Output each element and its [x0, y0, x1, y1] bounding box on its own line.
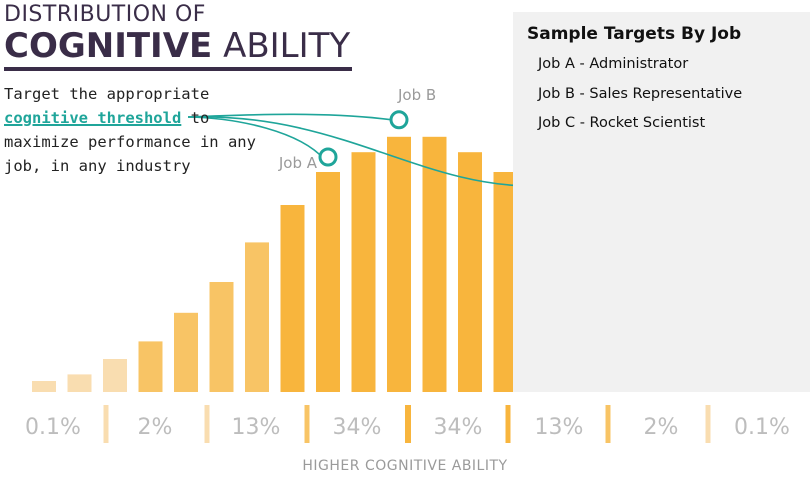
connector-job-a: [187, 116, 325, 160]
band-label-6: 13%: [535, 415, 584, 440]
title-underline: [4, 67, 352, 71]
bar-4: [138, 341, 163, 392]
connector-job-c: [187, 116, 538, 187]
bar-9: [316, 172, 340, 392]
intro-after: to maximize performance in any job, in a…: [4, 109, 256, 175]
title-bold: COGNITIVE: [4, 26, 213, 66]
band-separator-7: [705, 405, 711, 443]
bar-3: [103, 359, 127, 392]
bar-8: [280, 205, 305, 392]
job-targets-panel: [513, 12, 810, 392]
bar-5: [174, 312, 198, 392]
band-label-7: 2%: [644, 415, 679, 440]
band-label-4: 34%: [333, 415, 382, 440]
band-label-1: 0.1%: [25, 415, 81, 440]
panel-item-job-a: Job A - Administrator: [538, 56, 689, 72]
title-top: DISTRIBUTION OF: [4, 2, 206, 27]
bar-13: [458, 152, 482, 392]
intro-before: Target the appropriate: [4, 85, 210, 103]
bar-10: [351, 152, 376, 392]
band-separator-5: [505, 405, 511, 443]
intro-highlight-link[interactable]: cognitive threshold: [4, 109, 182, 127]
bar-11: [387, 136, 411, 392]
job-b-marker: [389, 110, 409, 130]
bar-7: [245, 242, 269, 392]
band-label-2: 2%: [138, 415, 173, 440]
band-label-8: 0.1%: [734, 415, 790, 440]
panel-item-job-b: Job B - Sales Representative: [538, 86, 743, 102]
job-a-marker: [318, 147, 338, 167]
band-separator-1: [103, 405, 109, 443]
band-separator-4: [405, 405, 411, 443]
band-separator-2: [204, 405, 210, 443]
job-b-label: Job B: [397, 86, 436, 104]
title-main: COGNITIVE ABILITY: [4, 26, 350, 66]
bar-1: [32, 381, 56, 392]
title-light: ABILITY: [223, 26, 351, 66]
panel-item-job-c: Job C - Rocket Scientist: [538, 115, 706, 131]
connector-job-b: [187, 113, 393, 121]
job-a-label: Job A: [278, 154, 318, 172]
band-label-5: 34%: [434, 415, 483, 440]
bar-6: [209, 282, 234, 392]
x-axis-title: HIGHER COGNITIVE ABILITY: [302, 458, 508, 474]
band-label-3: 13%: [232, 415, 281, 440]
panel-title: Sample Targets By Job: [527, 24, 742, 44]
band-separator-3: [304, 405, 310, 443]
bar-12: [422, 136, 447, 392]
bar-2: [67, 374, 92, 392]
band-separator-6: [605, 405, 611, 443]
intro-text: Target the appropriate cognitive thresho…: [4, 82, 284, 178]
